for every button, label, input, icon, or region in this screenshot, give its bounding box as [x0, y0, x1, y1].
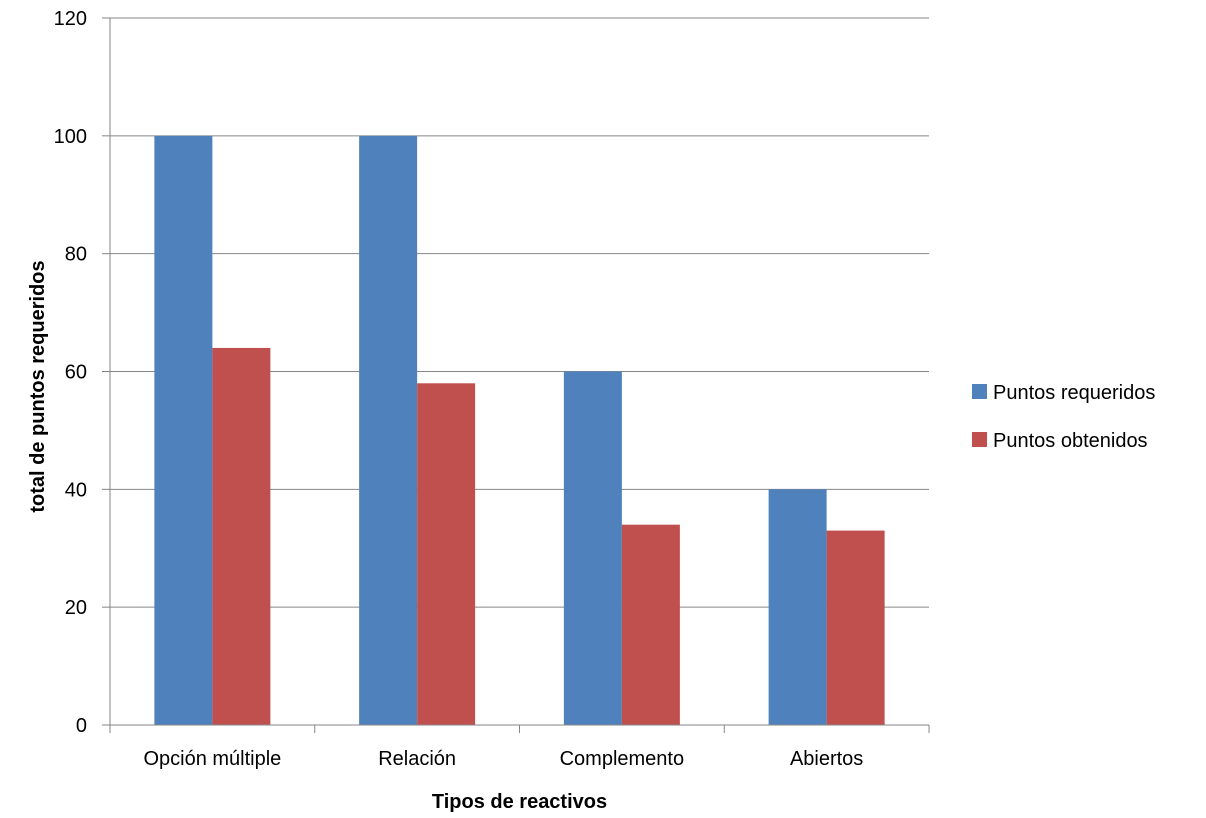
bar-puntos-obtenidos	[621, 524, 680, 725]
y-tick-label: 0	[76, 715, 87, 737]
bar-puntos-requeridos	[768, 489, 827, 725]
bar-puntos-obtenidos	[826, 530, 885, 725]
bar-puntos-requeridos	[359, 135, 418, 726]
y-tick-label: 100	[54, 126, 87, 148]
y-tick-label: 60	[65, 362, 87, 384]
x-axis-title: Tipos de reactivos	[432, 791, 607, 813]
legend-label: Puntos requeridos	[993, 382, 1155, 404]
bar-puntos-obtenidos	[212, 347, 271, 725]
legend-swatch	[972, 384, 987, 399]
y-tick-label: 120	[54, 8, 87, 30]
bar-puntos-requeridos	[154, 135, 213, 726]
y-tick-label: 20	[65, 597, 87, 619]
x-tick-label: Complemento	[560, 748, 685, 770]
legend-swatch	[972, 432, 987, 447]
bar-puntos-requeridos	[563, 371, 622, 725]
y-axis-title: total de puntos requeridos	[27, 260, 49, 512]
x-tick-labels: Opción múltiple Relación Complemento Abiert…	[109, 725, 930, 770]
y-tick-label: 80	[65, 244, 87, 266]
y-tick-label: 40	[65, 479, 87, 501]
x-tick-label: Abiertos	[790, 748, 863, 770]
legend-label: Puntos obtenidos	[993, 430, 1148, 452]
y-tick-labels: 0 20 40 60 80 100 120	[54, 8, 110, 737]
x-tick-label: Relación	[378, 748, 456, 770]
bars	[154, 135, 885, 726]
x-tick-label: Opción múltiple	[143, 748, 281, 770]
legend: Puntos requeridos Puntos obtenidos	[972, 382, 1155, 452]
bar-puntos-obtenidos	[417, 383, 476, 725]
